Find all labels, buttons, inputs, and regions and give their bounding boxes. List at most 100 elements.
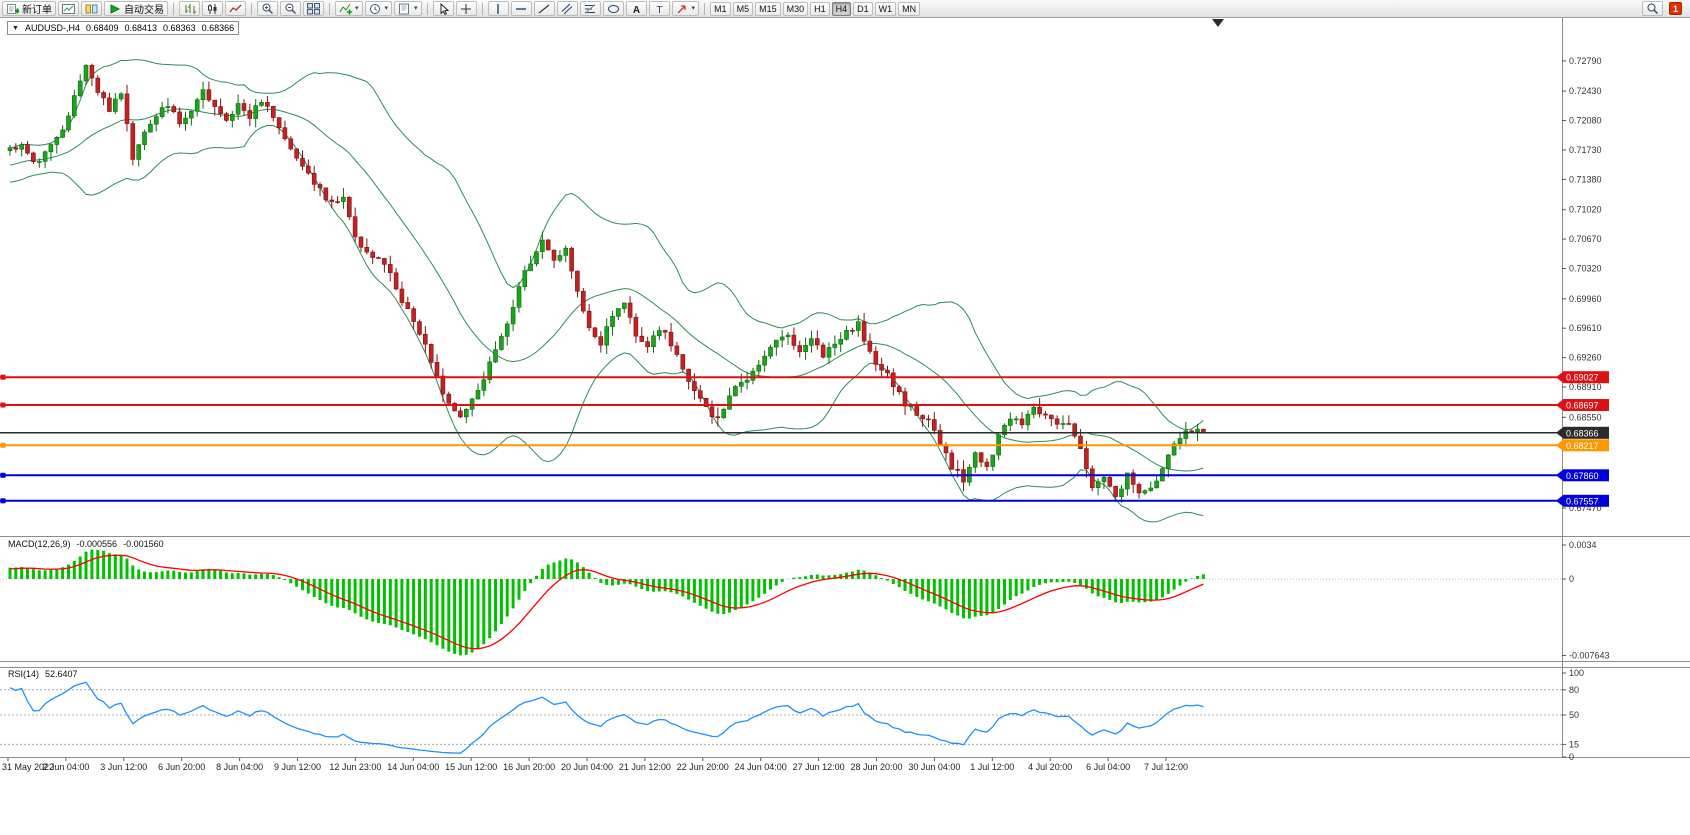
candle-body bbox=[580, 290, 586, 312]
shapes-button[interactable] bbox=[602, 1, 624, 16]
notification-badge[interactable]: 1 bbox=[1669, 2, 1682, 15]
timeframe-h1-button[interactable]: H1 bbox=[810, 1, 830, 16]
chevron-down-icon: ▾ bbox=[355, 5, 359, 12]
indicators-button[interactable]: ▾ bbox=[335, 1, 363, 16]
toolbar: 新订单 自动交易 ▾ ▾ ▾ A T ▾ M1 M5 M15 M30 H1 H4 D1 W1 MN 1 bbox=[0, 0, 1690, 18]
templates-button[interactable]: ▾ bbox=[394, 1, 422, 16]
chart-shift-marker[interactable] bbox=[1212, 19, 1224, 27]
price-label-0.68217: 0.68217 bbox=[1556, 439, 1609, 452]
fibonacci-button[interactable] bbox=[579, 1, 601, 16]
candle-body bbox=[206, 89, 212, 101]
charts-button[interactable] bbox=[58, 1, 79, 16]
candle-body bbox=[674, 345, 680, 355]
candle-body bbox=[890, 372, 896, 388]
candle-body bbox=[13, 147, 19, 150]
timeframe-h4-button[interactable]: H4 bbox=[831, 1, 852, 16]
candle-body bbox=[926, 418, 931, 421]
cursor-button[interactable] bbox=[432, 1, 454, 16]
auto-trading-button[interactable]: 自动交易 bbox=[104, 1, 168, 16]
candle-body bbox=[189, 110, 194, 119]
text-label-button[interactable]: T bbox=[648, 1, 670, 16]
panel-separators[interactable] bbox=[0, 18, 1690, 758]
timeframe-d1-button[interactable]: D1 bbox=[853, 1, 873, 16]
zoom-in-button[interactable] bbox=[257, 1, 278, 16]
chevron-down-icon: ▾ bbox=[691, 5, 696, 12]
candle-body bbox=[305, 165, 311, 174]
timeframe-w1-button[interactable]: W1 bbox=[874, 1, 897, 16]
timeframe-m15-button[interactable]: M15 bbox=[755, 1, 781, 16]
candle-body bbox=[159, 107, 165, 117]
line-handle[interactable] bbox=[0, 442, 6, 448]
text-button[interactable]: A bbox=[625, 1, 647, 16]
bar-chart-button[interactable] bbox=[179, 1, 200, 16]
channel-button[interactable] bbox=[556, 1, 578, 16]
collapse-triangle-icon[interactable]: ▼ bbox=[12, 24, 19, 32]
crosshair-button[interactable] bbox=[455, 1, 477, 16]
timeframe-m30-button[interactable]: M30 bbox=[782, 1, 809, 16]
price-line-objects[interactable] bbox=[0, 374, 1562, 504]
line-handle[interactable] bbox=[0, 498, 6, 504]
trendline-button[interactable] bbox=[533, 1, 555, 16]
candle-body bbox=[294, 148, 299, 159]
candle-body bbox=[768, 346, 773, 357]
candle-body bbox=[727, 395, 732, 410]
line-handle[interactable] bbox=[0, 402, 6, 408]
indicators-icon bbox=[339, 2, 352, 15]
toolbar-separator bbox=[481, 2, 483, 15]
candle-body bbox=[651, 335, 656, 347]
periods-button[interactable]: ▾ bbox=[364, 1, 393, 16]
candle-body bbox=[1049, 414, 1054, 420]
candle-body bbox=[797, 345, 803, 353]
arrows-button[interactable]: ▾ bbox=[671, 1, 700, 16]
timeframe-mn-button[interactable]: MN bbox=[898, 1, 921, 16]
line-handle[interactable] bbox=[0, 374, 6, 380]
line-chart-icon bbox=[229, 2, 242, 15]
candlestick-chart-button[interactable] bbox=[202, 1, 223, 16]
candle-body bbox=[1107, 477, 1113, 487]
line-chart-button[interactable] bbox=[225, 1, 246, 16]
time-tick-label: 4 Jul 20:00 bbox=[1028, 762, 1072, 772]
time-tick-label: 6 Jun 20:00 bbox=[158, 762, 205, 772]
tile-windows-button[interactable] bbox=[303, 1, 324, 16]
crosshair-icon bbox=[460, 2, 473, 15]
vertical-line-button[interactable] bbox=[487, 1, 509, 16]
price-tick-label: 0.68910 bbox=[1569, 382, 1602, 392]
candle-body bbox=[844, 329, 849, 340]
candle-body bbox=[1166, 454, 1171, 470]
candle-body bbox=[113, 98, 118, 112]
candle-body bbox=[773, 339, 779, 348]
toolbar-separator bbox=[329, 2, 330, 15]
candle-body bbox=[978, 452, 984, 463]
candle-body bbox=[1019, 418, 1025, 426]
candle-body bbox=[785, 334, 791, 338]
timeframe-m1-button[interactable]: M1 bbox=[710, 1, 731, 16]
candle-body bbox=[77, 80, 83, 96]
candle-body bbox=[575, 270, 580, 292]
search-button[interactable] bbox=[1642, 1, 1663, 16]
time-tick-label: 2 Jun 04:00 bbox=[42, 762, 89, 772]
candle-body bbox=[183, 117, 188, 125]
zoom-out-button[interactable] bbox=[280, 1, 301, 16]
candle-body bbox=[832, 343, 838, 348]
profile-button[interactable] bbox=[81, 1, 102, 16]
candle-body bbox=[341, 196, 346, 202]
time-tick-label: 14 Jun 04:00 bbox=[387, 762, 439, 772]
horizontal-line-button[interactable] bbox=[510, 1, 532, 16]
new-order-button[interactable]: 新订单 bbox=[2, 1, 56, 16]
candle-body bbox=[1125, 472, 1130, 490]
timeframe-m5-button[interactable]: M5 bbox=[732, 1, 754, 16]
candle-body bbox=[697, 390, 703, 399]
svg-text:0.67860: 0.67860 bbox=[1566, 471, 1599, 481]
candle-body bbox=[1060, 423, 1066, 425]
profile-icon bbox=[85, 2, 98, 15]
candle-body bbox=[604, 326, 610, 346]
svg-text:T: T bbox=[656, 5, 662, 15]
line-handle[interactable] bbox=[0, 472, 6, 478]
time-tick-label: 9 Jun 12:00 bbox=[274, 762, 321, 772]
time-tick-label: 7 Jul 12:00 bbox=[1144, 762, 1188, 772]
price-tick-label: 0.70670 bbox=[1569, 234, 1602, 244]
candle-body bbox=[750, 370, 756, 381]
vertical-line-icon bbox=[492, 2, 505, 15]
